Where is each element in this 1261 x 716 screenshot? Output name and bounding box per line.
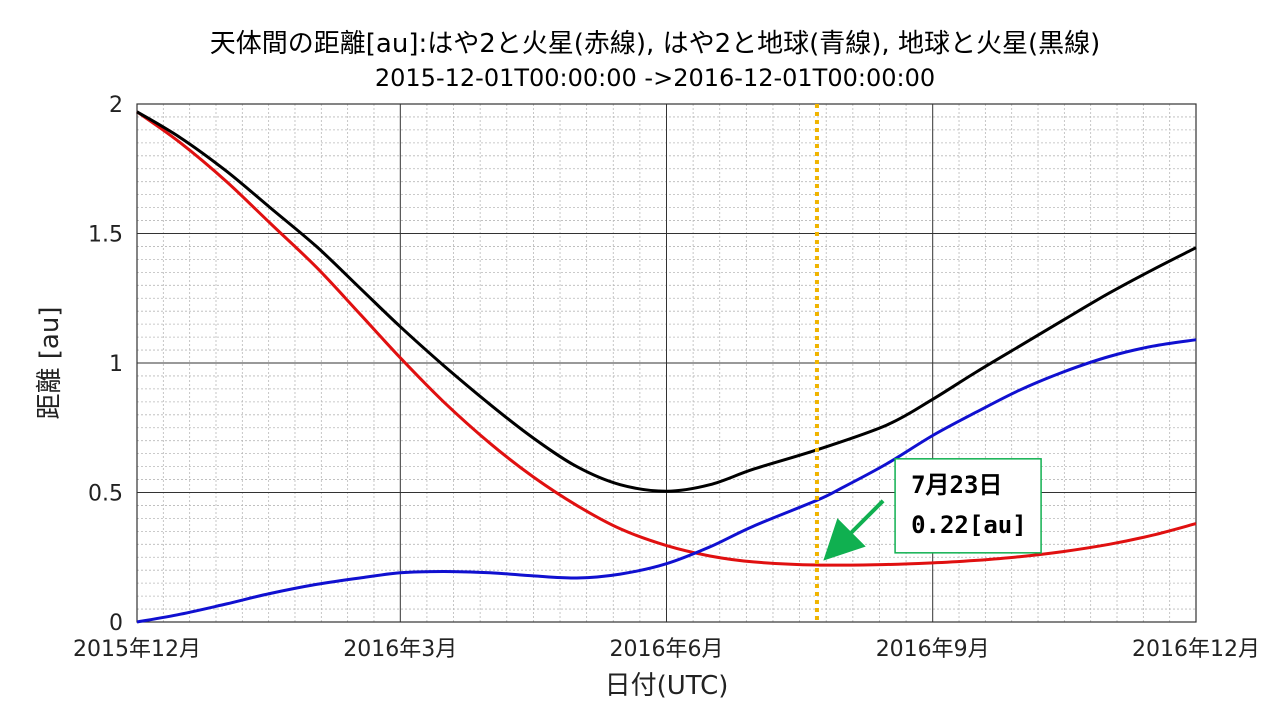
y-tick-label: 2 — [109, 93, 123, 118]
annotation-value: 0.22[au] — [911, 511, 1027, 539]
x-tick-label: 2016年12月 — [1132, 637, 1260, 662]
annotation-box — [894, 458, 1042, 554]
annotation-arrow — [823, 499, 885, 561]
plot-frame — [136, 103, 1197, 623]
y-tick-label: 1 — [109, 352, 123, 377]
x-tick-label: 2016年3月 — [343, 637, 457, 662]
y-tick-labels: 0 0.5 1 1.5 2 — [88, 93, 123, 636]
chart-subtitle: 2015-12-01T00:00:00 ->2016-12-01T00:00:0… — [375, 64, 935, 92]
x-tick-labels: 2015年12月 2016年3月 2016年6月 2016年9月 2016年12月 — [73, 637, 1260, 662]
series-group — [136, 110, 1197, 624]
y-axis-label: 距離 [au] — [35, 307, 65, 420]
x-axis-label: 日付(UTC) — [605, 671, 729, 701]
y-tick-label: 1.5 — [88, 223, 123, 248]
chart-title: 天体間の距離[au]:はや2と火星(赤線), はや2と地球(青線), 地球と火星… — [210, 29, 1100, 59]
series-line-1 — [136, 338, 1197, 624]
series-line-0 — [136, 110, 1197, 567]
x-tick-label: 2015年12月 — [73, 637, 201, 662]
annotation-date: 7月23日 — [911, 471, 1002, 499]
x-tick-label: 2016年6月 — [610, 637, 724, 662]
y-tick-label: 0.5 — [88, 482, 123, 507]
x-tick-label: 2016年9月 — [876, 637, 990, 662]
series-line-2 — [136, 110, 1197, 493]
y-tick-label: 0 — [109, 611, 123, 636]
annotation: 7月23日 0.22[au] — [823, 458, 1042, 561]
